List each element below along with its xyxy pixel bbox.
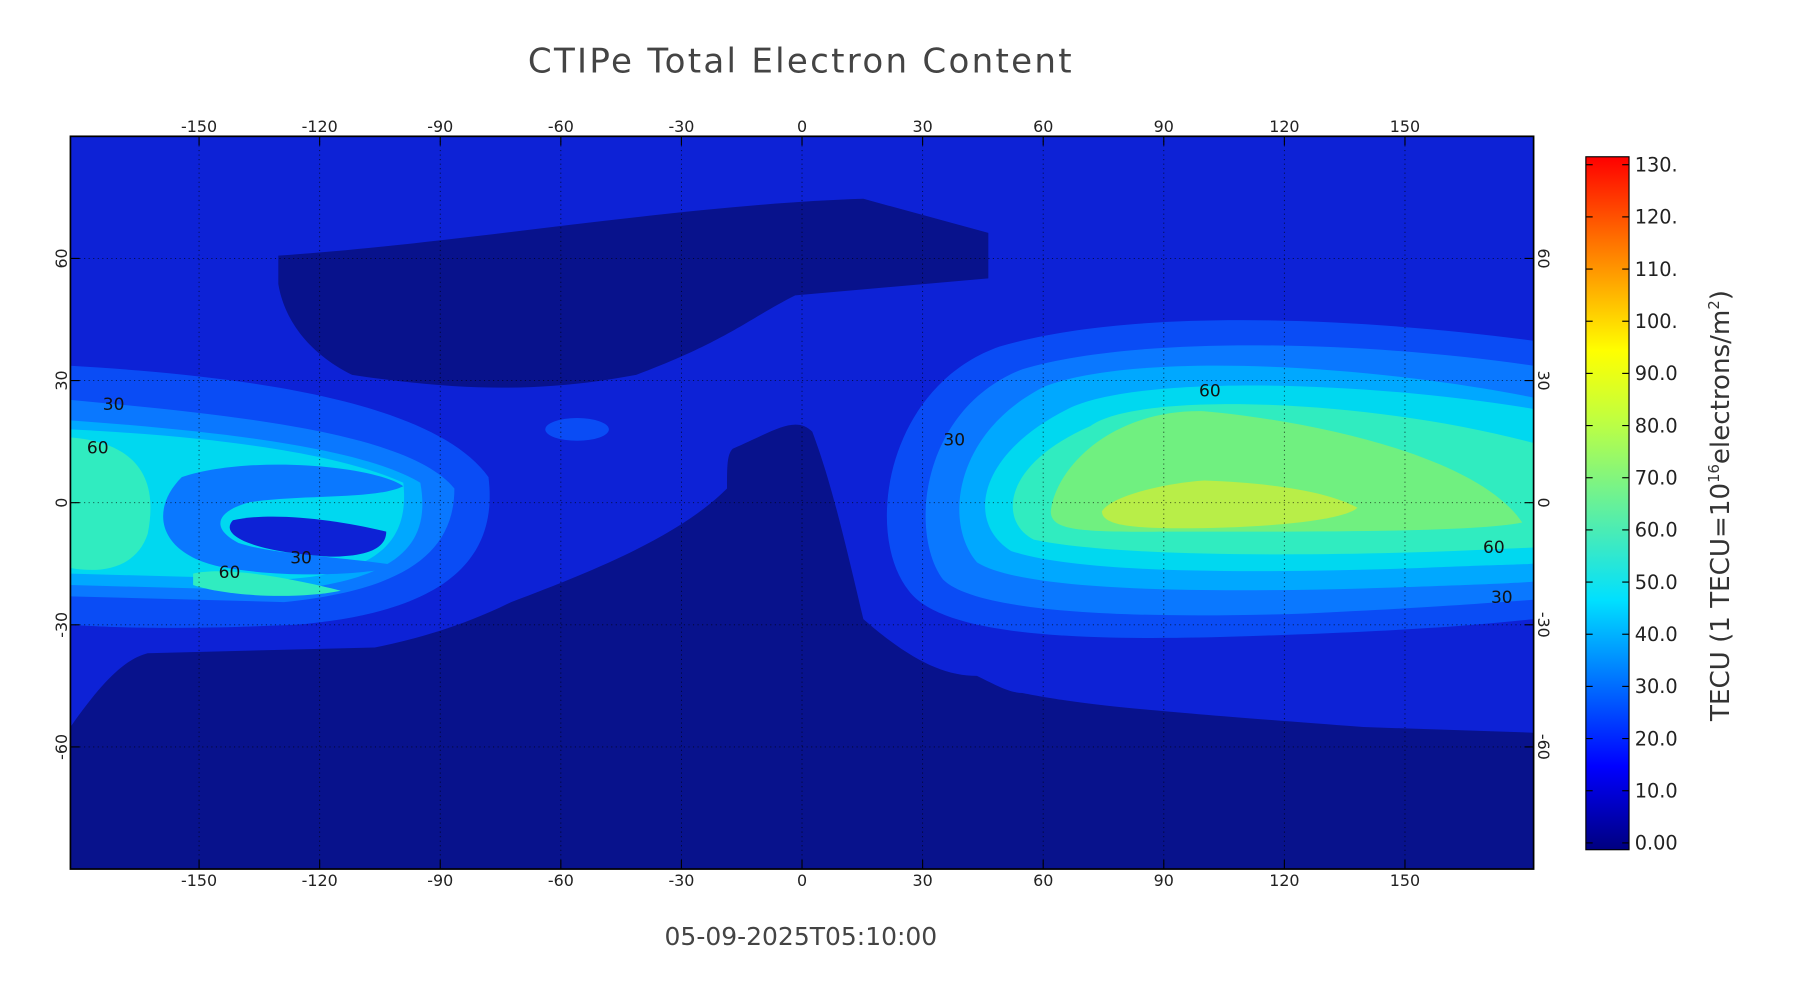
level-30-40 [163,464,404,575]
colorbar-tick-label: 50.0 [1635,571,1678,594]
x-tick-label: -90 [427,117,453,136]
colorbar-tick-label: 110. [1635,258,1678,281]
level-80-90 [1101,480,1358,529]
colorbar-tick-label: 40.0 [1635,623,1678,646]
x-tick-label: -60 [548,871,574,890]
contour-label: 30 [1491,588,1513,608]
x-tick-label: -120 [302,117,338,136]
colorbar-tick-label: 30.0 [1635,675,1678,698]
colorbar-tick-label: 120. [1635,206,1678,229]
y-tick-label: 60 [1534,248,1553,268]
x-tick-label: 0 [797,117,807,136]
colorbar-label-part: 16 [1706,464,1723,483]
stage: CTIPe Total Electron Content 05-09-2025T… [52,42,1736,951]
colorbar-label-part: 2 [1706,300,1723,309]
colorbar-label-part: ) [1706,290,1736,300]
contour-label: 30 [290,548,312,568]
contour-fill [70,136,1534,870]
contour-label: 60 [1483,538,1505,558]
level-60-70 [193,571,341,596]
colorbar [1585,156,1630,851]
level-60-70 [70,437,151,570]
colorbar-label: TECU (1 TECU=1016electrons/m2) [1706,290,1736,722]
x-tick-label: 150 [1390,871,1420,890]
contour-label: 30 [103,395,125,415]
x-tick-label: -60 [548,117,574,136]
y-tick-label: 0 [1534,498,1553,508]
colorbar-tick-label: 20.0 [1635,727,1678,750]
x-tick-label: -150 [181,871,217,890]
x-tick-label: -30 [668,117,694,136]
y-tick-label: 30 [52,370,71,390]
colorbar-tick-label: 80.0 [1635,414,1678,437]
contour-label: 60 [87,438,109,458]
x-tick-label: 120 [1269,871,1299,890]
level-10-20 [229,516,387,557]
colorbar-tick-label: 100. [1635,310,1678,333]
x-tick-label: 60 [1033,871,1053,890]
y-tick-label: 30 [1534,370,1553,390]
x-tick-label: 30 [912,117,932,136]
x-tick-label: -150 [181,117,217,136]
colorbar-tick-label: 130. [1635,154,1678,177]
y-tick-label: -60 [52,734,71,760]
level-0-10 [278,198,989,388]
y-tick-label: -60 [1534,734,1553,760]
colorbar-tick-label: 0.00 [1635,832,1678,855]
x-tick-label: 90 [1154,117,1174,136]
y-tick-label: 60 [52,248,71,268]
x-tick-label: 120 [1269,117,1299,136]
x-tick-label: -120 [302,871,338,890]
x-tick-label: -30 [668,871,694,890]
timestamp: 05-09-2025T05:10:00 [665,922,938,951]
y-tick-label: -30 [52,612,71,638]
y-tick-label: -30 [1534,612,1553,638]
colorbar-tick-label: 10.0 [1635,780,1678,803]
x-tick-label: 90 [1154,871,1174,890]
y-tick-label: 0 [52,498,71,508]
level-20-30 [545,418,609,441]
contour-label: 60 [1199,381,1221,401]
colorbar-tick-label: 60.0 [1635,519,1678,542]
colorbar-tick-label: 70.0 [1635,467,1678,490]
grid [70,136,1534,870]
colorbar-label-part: TECU (1 TECU=10 [1706,483,1736,722]
x-tick-label: -90 [427,871,453,890]
x-tick-label: 30 [912,871,932,890]
chart-title: CTIPe Total Electron Content [528,42,1074,82]
contour-label: 30 [943,430,965,450]
axes: -150 -150 -120 -120 -90 -90 -60 -60 -30 -30 0 0 30 30… [52,117,1678,890]
contour-label: 60 [219,563,241,583]
x-tick-label: 150 [1390,117,1420,136]
colorbar-label-part: electrons/m [1706,310,1736,464]
x-tick-label: 0 [797,871,807,890]
x-tick-label: 60 [1033,117,1053,136]
level-0-10 [70,424,1534,870]
colorbar-tick-label: 90.0 [1635,362,1678,385]
